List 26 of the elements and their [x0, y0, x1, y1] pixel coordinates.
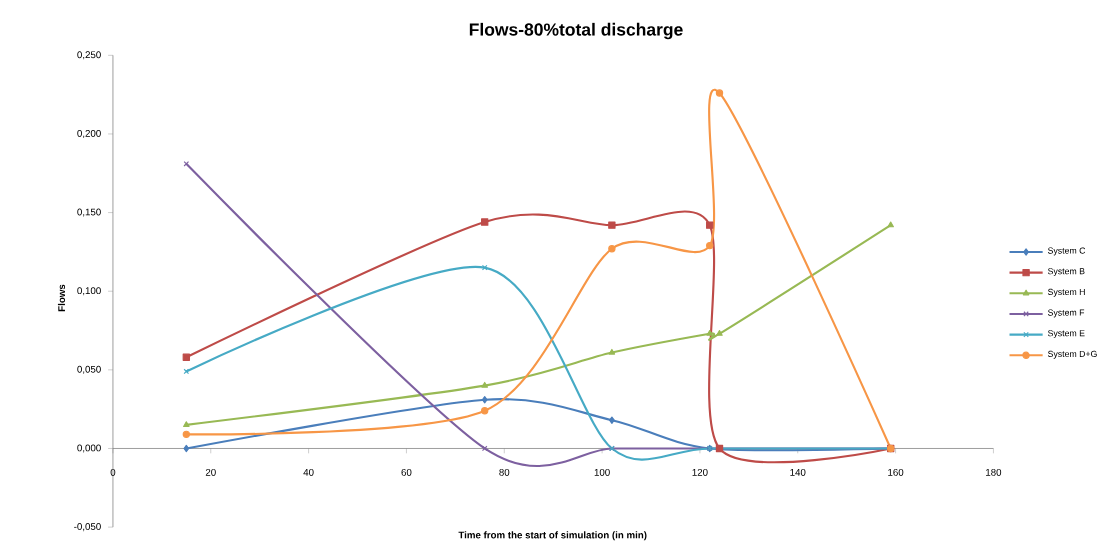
y-tick-label: 0,250 — [77, 51, 101, 60]
x-tick-label: 100 — [594, 468, 610, 476]
legend-label: System D+G — [1048, 350, 1097, 359]
legend-label: System H — [1048, 288, 1085, 297]
x-tick-label: 40 — [303, 468, 314, 476]
y-tick-label: 0,100 — [77, 287, 101, 296]
legend-label: System F — [1048, 309, 1085, 318]
legend-label: System C — [1048, 247, 1086, 256]
y-tick-label: -0,050 — [74, 522, 101, 531]
y-axis-title: Flows — [57, 284, 66, 311]
legend-label: System E — [1048, 330, 1085, 338]
y-tick-label: 0,000 — [77, 444, 101, 453]
x-tick-label: 80 — [499, 468, 510, 476]
x-tick-label: 140 — [790, 468, 806, 476]
legend-label: System B — [1048, 268, 1085, 276]
x-tick-label: 0 — [110, 468, 116, 476]
y-tick-label: 0,150 — [77, 208, 101, 217]
x-tick-label: 60 — [401, 468, 412, 476]
x-tick-label: 180 — [986, 468, 1002, 476]
y-tick-label: 0,200 — [77, 129, 101, 138]
chart-title: Flows-80%total discharge — [469, 22, 683, 40]
x-axis-title: Time from the start of simulation (in min) — [458, 531, 647, 541]
x-tick-label: 120 — [692, 468, 708, 476]
x-tick-label: 160 — [888, 468, 904, 476]
x-tick-label: 20 — [205, 468, 216, 476]
y-tick-label: 0,050 — [77, 365, 101, 374]
